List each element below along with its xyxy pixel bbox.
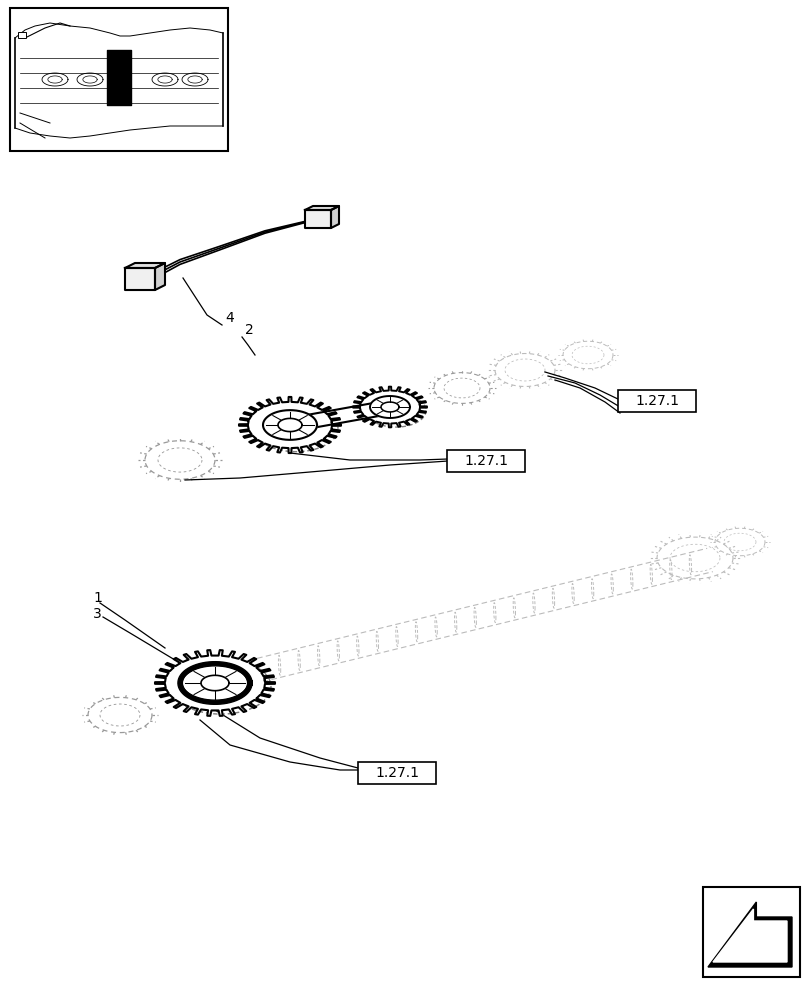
Polygon shape <box>290 400 389 432</box>
Polygon shape <box>125 268 155 290</box>
Bar <box>702 887 799 977</box>
Text: 3: 3 <box>93 607 101 621</box>
Polygon shape <box>155 650 275 716</box>
Text: 1.27.1: 1.27.1 <box>634 394 678 408</box>
Polygon shape <box>370 396 410 418</box>
Polygon shape <box>263 410 316 440</box>
Polygon shape <box>305 210 331 228</box>
Polygon shape <box>331 206 338 228</box>
Bar <box>617 390 695 412</box>
Text: 4: 4 <box>225 311 234 325</box>
Polygon shape <box>305 206 338 210</box>
Bar <box>18 32 26 38</box>
Bar <box>10 8 228 151</box>
Text: 1: 1 <box>93 591 101 605</box>
Text: 1.27.1: 1.27.1 <box>375 766 418 780</box>
Polygon shape <box>125 263 165 268</box>
Polygon shape <box>155 263 165 290</box>
Polygon shape <box>707 902 791 967</box>
Polygon shape <box>238 397 341 453</box>
Polygon shape <box>182 665 247 701</box>
Polygon shape <box>712 909 786 962</box>
Bar <box>446 450 525 472</box>
Bar <box>358 762 436 784</box>
Text: 1.27.1: 1.27.1 <box>463 454 508 468</box>
Polygon shape <box>353 387 427 427</box>
Text: 2: 2 <box>245 323 253 337</box>
